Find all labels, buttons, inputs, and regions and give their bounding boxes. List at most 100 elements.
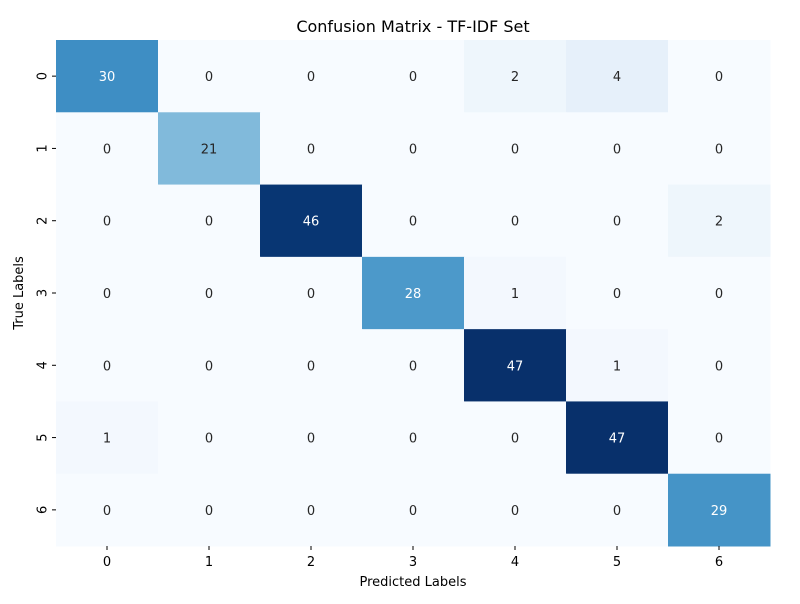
cell-value-label-r2-c0: 0 (103, 215, 111, 230)
cell-value-label-r5-c6: 0 (715, 432, 723, 447)
heatmap-cell-r3-c0 (56, 256, 159, 330)
cell-value-label-r3-c6: 0 (715, 287, 723, 302)
heatmap-cell-r4-c2 (260, 329, 363, 402)
cell-value-label-r1-c5: 0 (613, 142, 621, 157)
heatmap-cell-r3-c6 (668, 256, 771, 330)
heatmap-cell-r0-c1 (158, 40, 261, 113)
cell-value-label-r0-c6: 0 (715, 70, 723, 85)
heatmap-cell-r2-c6 (668, 184, 771, 258)
cell-value-label-r3-c0: 0 (103, 287, 111, 302)
cell-value-label-r4-c4: 47 (507, 359, 524, 374)
x-axis-ticks: 0 1 2 3 4 5 6 (103, 546, 723, 570)
heatmap-cell-r1-c5 (566, 112, 669, 186)
heatmap-cell-r0-c0 (56, 40, 159, 113)
heatmap-cell-r2-c3 (362, 184, 465, 258)
heatmap-cell-r5-c2 (260, 401, 363, 475)
y-tick-label-0: 0 (36, 72, 51, 80)
x-tick-label-0: 0 (103, 555, 111, 570)
y-tick-label-3: 3 (36, 289, 51, 297)
heatmap-cell-r1-c3 (362, 112, 465, 186)
heatmap-cell-r4-c4 (464, 329, 567, 402)
heatmap-cell-r3-c4 (464, 256, 567, 330)
y-tick-label-5: 5 (36, 433, 51, 441)
y-axis-ticks: 0 1 2 3 4 5 6 (36, 72, 56, 514)
heatmap-cell-r0-c6 (668, 40, 771, 113)
y-tick-label-1: 1 (36, 144, 51, 152)
cell-value-label-r4-c3: 0 (409, 359, 417, 374)
heatmap-cell-r0-c5 (566, 40, 669, 113)
cell-value-label-r5-c4: 0 (511, 432, 519, 447)
heatmap-cell-r2-c5 (566, 184, 669, 258)
chart-title: Confusion Matrix - TF-IDF Set (296, 17, 529, 36)
cell-value-label-r1-c2: 0 (307, 142, 315, 157)
heatmap-cell-r1-c2 (260, 112, 363, 186)
heatmap-cell-r5-c4 (464, 401, 567, 475)
cell-value-label-r0-c3: 0 (409, 70, 417, 85)
heatmap-cell-r2-c0 (56, 184, 159, 258)
cell-value-label-r2-c1: 0 (205, 215, 213, 230)
heatmap-cell-r3-c2 (260, 256, 363, 330)
x-axis-label: Predicted Labels (359, 575, 466, 590)
cell-value-label-r1-c0: 0 (103, 142, 111, 157)
y-tick-label-6: 6 (36, 506, 51, 514)
cell-value-label-r6-c2: 0 (307, 504, 315, 519)
heatmap-cell-r6-c3 (362, 473, 465, 547)
cell-value-label-r6-c4: 0 (511, 504, 519, 519)
heatmap-cell-r4-c5 (566, 329, 669, 402)
heatmap-cell-r3-c1 (158, 256, 261, 330)
cell-value-label-r3-c5: 0 (613, 287, 621, 302)
heatmap-cell-r6-c0 (56, 473, 159, 547)
cell-value-label-r2-c6: 2 (715, 215, 723, 230)
cell-value-label-r1-c6: 0 (715, 142, 723, 157)
heatmap-cell-r4-c0 (56, 329, 159, 402)
cell-value-label-r1-c4: 0 (511, 142, 519, 157)
cell-value-label-r0-c4: 2 (511, 70, 519, 85)
heatmap-cell-r5-c3 (362, 401, 465, 475)
y-tick-label-2: 2 (36, 217, 51, 225)
cell-value-label-r2-c5: 0 (613, 215, 621, 230)
y-tick-label-4: 4 (36, 361, 51, 369)
heatmap-cell-r0-c2 (260, 40, 363, 113)
heatmap-cell-r5-c1 (158, 401, 261, 475)
heatmap-cell-r2-c2 (260, 184, 363, 258)
heatmap-cell-r6-c4 (464, 473, 567, 547)
cell-value-label-r0-c2: 0 (307, 70, 315, 85)
heatmap-cell-r0-c4 (464, 40, 567, 113)
cell-value-label-r5-c1: 0 (205, 432, 213, 447)
cell-value-label-r4-c5: 1 (613, 359, 621, 374)
cell-value-label-r1-c3: 0 (409, 142, 417, 157)
cell-value-label-r6-c0: 0 (103, 504, 111, 519)
cell-value-label-r6-c1: 0 (205, 504, 213, 519)
x-tick-label-2: 2 (307, 555, 315, 570)
heatmap-cells (56, 40, 771, 547)
heatmap-cell-r3-c3 (362, 256, 465, 330)
cell-value-label-r3-c2: 0 (307, 287, 315, 302)
cell-value-label-r5-c3: 0 (409, 432, 417, 447)
cell-value-label-r5-c2: 0 (307, 432, 315, 447)
heatmap-cell-r6-c2 (260, 473, 363, 547)
heatmap-cell-r5-c0 (56, 401, 159, 475)
cell-value-label-r5-c5: 47 (609, 432, 626, 447)
heatmap-cell-r1-c1 (158, 112, 261, 186)
cell-value-labels: 30 0 0 0 2 4 0 0 21 0 0 0 0 0 0 0 46 0 0 0 2 0 0 0 28 1 0 0 0 0 0 0 47 1 0… (99, 70, 728, 519)
heatmap-cell-r6-c6 (668, 473, 771, 547)
cell-value-label-r6-c5: 0 (613, 504, 621, 519)
heatmap-cell-r1-c4 (464, 112, 567, 186)
heatmap-cell-r6-c5 (566, 473, 669, 547)
heatmap-cell-r3-c5 (566, 256, 669, 330)
cell-value-label-r2-c3: 0 (409, 215, 417, 230)
cell-value-label-r0-c5: 4 (613, 70, 621, 85)
cell-value-label-r2-c4: 0 (511, 215, 519, 230)
cell-value-label-r4-c0: 0 (103, 359, 111, 374)
cell-value-label-r3-c1: 0 (205, 287, 213, 302)
y-axis-label: True Labels (12, 256, 27, 331)
cell-value-label-r6-c6: 29 (711, 504, 728, 519)
cell-value-label-r0-c0: 30 (99, 70, 116, 85)
heatmap-cell-r2-c4 (464, 184, 567, 258)
cell-value-label-r1-c1: 21 (201, 142, 218, 157)
heatmap-cell-r5-c6 (668, 401, 771, 475)
heatmap-cell-r4-c6 (668, 329, 771, 402)
heatmap-cell-r4-c3 (362, 329, 465, 402)
